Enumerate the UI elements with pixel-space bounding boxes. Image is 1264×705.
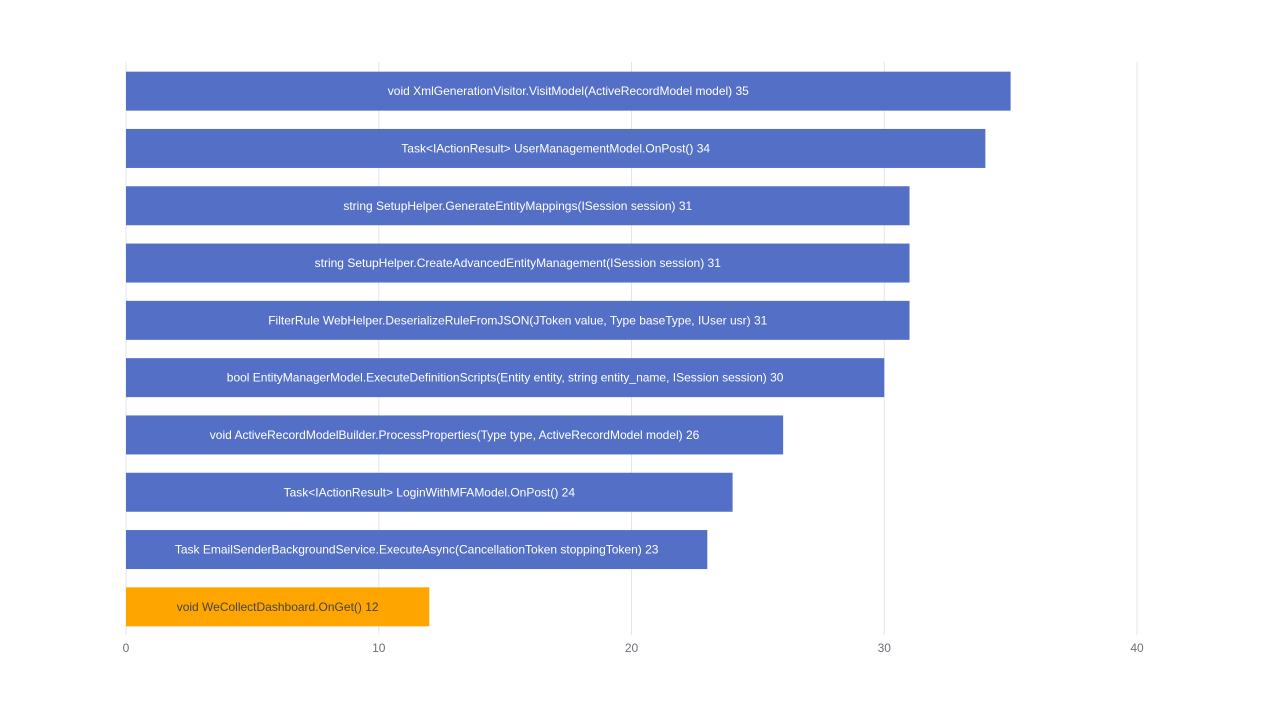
bar-data-label: FilterRule WebHelper.DeserializeRuleFrom… bbox=[268, 313, 767, 327]
bar-data-label: void XmlGenerationVisitor.VisitModel(Act… bbox=[388, 84, 749, 98]
bar-data-label: string SetupHelper.GenerateEntityMapping… bbox=[343, 199, 692, 213]
bar bbox=[126, 472, 733, 512]
bar bbox=[126, 300, 910, 340]
bar-data-label: bool EntityManagerModel.ExecuteDefinitio… bbox=[227, 371, 784, 385]
bar bbox=[126, 530, 708, 570]
bar-data-label: Task<IActionResult> UserManagementModel.… bbox=[401, 141, 710, 155]
bar bbox=[126, 128, 986, 168]
bar bbox=[126, 243, 910, 283]
bar-data-label: Task EmailSenderBackgroundService.Execut… bbox=[175, 543, 659, 557]
bar-data-label: void ActiveRecordModelBuilder.ProcessPro… bbox=[210, 428, 700, 442]
bar-data-label: void WeCollectDashboard.OnGet() 12 bbox=[177, 600, 379, 614]
x-tick-label: 10 bbox=[372, 641, 386, 655]
bar-data-label: Task<IActionResult> LoginWithMFAModel.On… bbox=[284, 485, 576, 499]
x-tick-label: 20 bbox=[625, 641, 639, 655]
bar-data-label: string SetupHelper.CreateAdvancedEntityM… bbox=[315, 256, 722, 270]
bar bbox=[126, 415, 784, 455]
x-tick-label: 30 bbox=[878, 641, 892, 655]
bar bbox=[126, 71, 1011, 111]
bar bbox=[126, 358, 885, 398]
bar bbox=[126, 186, 910, 226]
x-tick-label: 0 bbox=[123, 641, 130, 655]
x-tick-label: 40 bbox=[1130, 641, 1144, 655]
bar bbox=[126, 587, 430, 627]
